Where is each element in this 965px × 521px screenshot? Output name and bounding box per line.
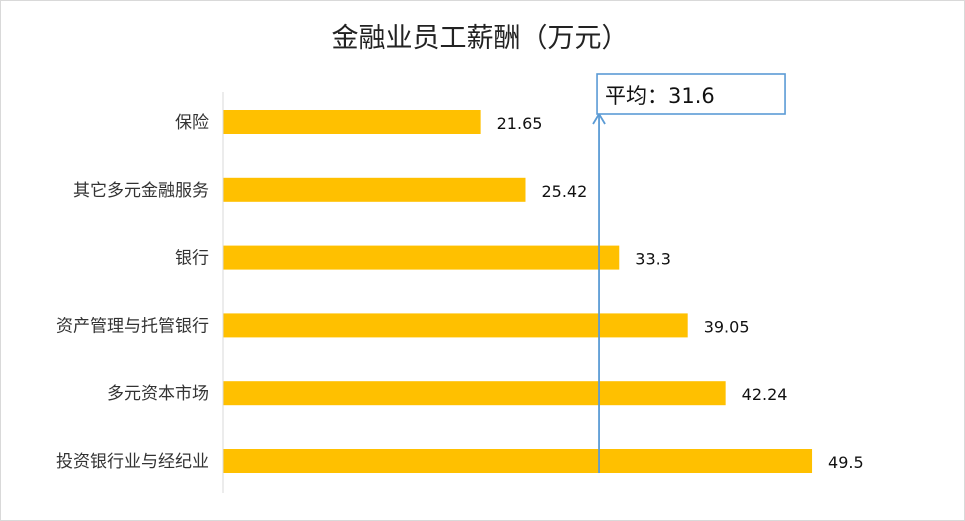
category-label-1: 其它多元金融服务 [73, 181, 209, 201]
bar-1 [223, 177, 526, 202]
average-marker: 平均：31.6 [596, 73, 786, 473]
value-label-4: 42.24 [742, 385, 788, 404]
bar-5 [223, 449, 813, 473]
bar-4 [223, 381, 726, 406]
category-label-2: 银行 [175, 249, 209, 269]
value-label-0: 21.65 [497, 114, 543, 133]
value-label-3: 39.05 [704, 317, 750, 336]
average-label: 平均：31.6 [605, 84, 715, 108]
category-label-0: 保险 [175, 113, 209, 133]
category-label-4: 多元资本市场 [107, 384, 209, 404]
value-label-2: 33.3 [635, 250, 671, 269]
category-label-3: 资产管理与托管银行 [56, 316, 209, 336]
chart-title: 金融业员工薪酬（万元） [332, 23, 629, 54]
bars-group: 保险 21.65 其它多元金融服务 25.42 银行 33.3 资产管理与托管银行 39.05… [56, 110, 864, 473]
value-label-5: 49.5 [828, 453, 864, 472]
bar-2 [223, 245, 620, 270]
average-label-box [596, 73, 786, 115]
bar-0 [223, 110, 481, 134]
bar-3 [223, 313, 688, 338]
category-label-5: 投资银行业与经纪业 [56, 452, 209, 472]
value-label-1: 25.42 [541, 182, 587, 201]
